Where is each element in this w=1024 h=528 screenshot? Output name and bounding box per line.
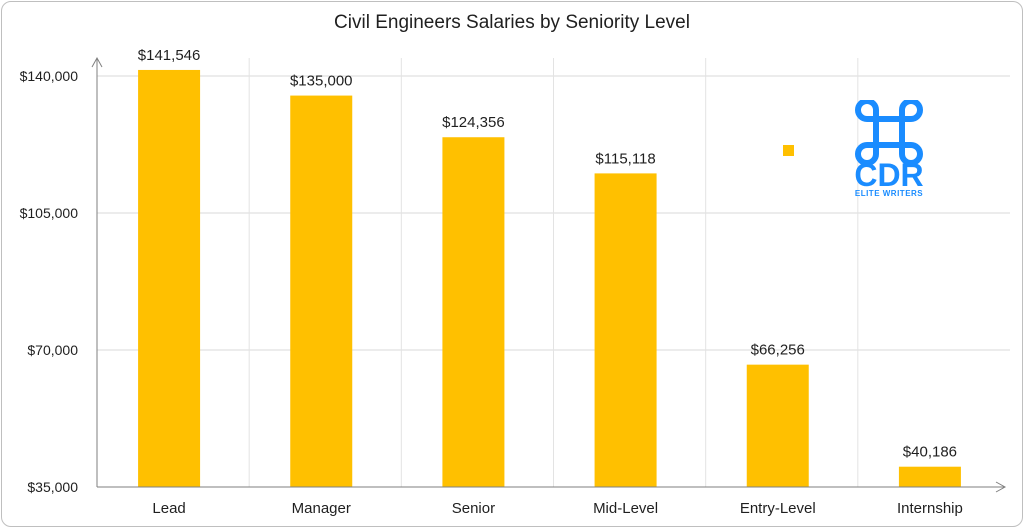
- x-tick-labels: Lead Manager Senior Mid-Level Entry-Level Int…: [152, 500, 962, 517]
- x-tick-label: Mid-Level: [593, 500, 658, 517]
- x-tick-label: Internship: [897, 500, 963, 517]
- data-label: $141,546: [138, 47, 201, 64]
- bars: [138, 69, 961, 488]
- bar: [442, 137, 505, 487]
- bar: [138, 69, 201, 487]
- x-tick-label: Entry-Level: [740, 500, 816, 517]
- cdr-logo-wordmark: CDR: [854, 160, 923, 190]
- data-label: $115,118: [595, 150, 655, 167]
- bar: [898, 466, 961, 487]
- y-tick-label: $140,000: [20, 68, 79, 84]
- bar: [290, 95, 353, 488]
- y-tick-label: $35,000: [27, 479, 78, 495]
- cdr-logo: CDR: [848, 100, 930, 200]
- cdr-logo-mark: [855, 100, 923, 166]
- y-tick-label: $70,000: [27, 342, 78, 358]
- x-axis-arrow: [995, 481, 1007, 493]
- y-tick-label: $105,000: [20, 205, 79, 221]
- data-labels: $141,546 $135,000 $124,356 $115,118 $66,256 $…: [138, 47, 957, 461]
- gridlines: [97, 58, 1010, 487]
- legend-marker: [783, 145, 794, 156]
- y-tick-labels: $35,000 $70,000 $105,000 $140,000: [20, 68, 79, 495]
- bar: [594, 173, 657, 487]
- chart-title: Civil Engineers Salaries by Seniority Le…: [334, 12, 690, 33]
- data-label: $124,356: [442, 114, 505, 131]
- data-label: $66,256: [751, 342, 805, 359]
- bar: [746, 364, 809, 487]
- cdr-logo-subtitle: ELITE WRITERS: [854, 189, 924, 198]
- x-tick-label: Senior: [452, 500, 495, 517]
- data-label: $40,186: [903, 444, 957, 461]
- axes: [91, 56, 1007, 493]
- cdr-logo-text: CDR: [854, 160, 923, 190]
- y-axis-arrow: [91, 56, 103, 68]
- x-tick-label: Lead: [152, 500, 185, 517]
- data-label: $135,000: [290, 73, 353, 90]
- x-tick-label: Manager: [292, 500, 351, 517]
